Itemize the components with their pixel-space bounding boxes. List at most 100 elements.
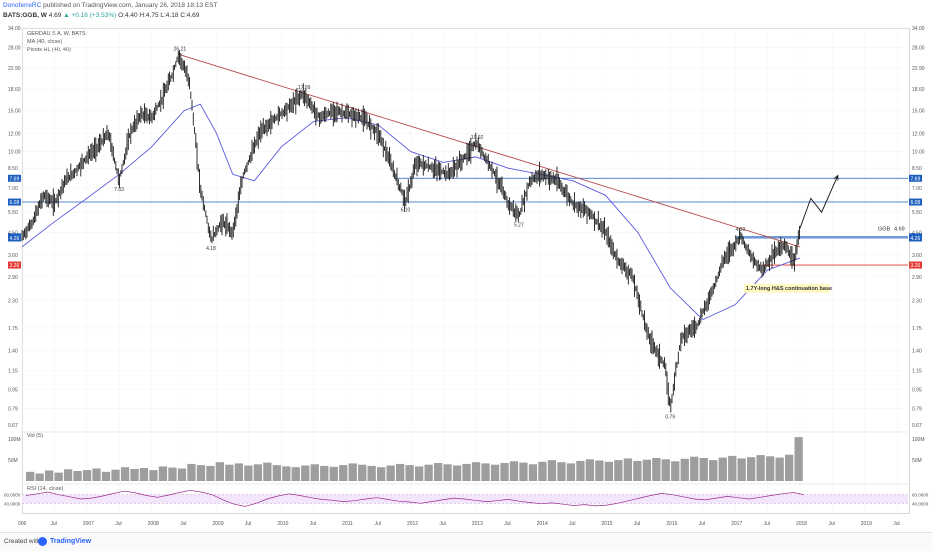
x-tick-label: 2016 — [666, 521, 677, 527]
level-tag-left-text: 3.26 — [10, 263, 20, 269]
volume-bar — [443, 464, 452, 481]
level-tag-right-text: 7.69 — [911, 176, 921, 182]
level-tag-right — [909, 174, 922, 182]
level-tag-left — [8, 261, 21, 269]
ma-legend: MA (40, close) — [27, 39, 63, 45]
volume-bar — [377, 467, 386, 481]
y-tick-left: 2.30 — [8, 298, 18, 304]
x-tick-label: 2014 — [537, 521, 548, 527]
y-tick-right: 22.90 — [912, 66, 925, 72]
pivot-label: 0.79 — [665, 414, 675, 420]
volume-bar — [111, 469, 120, 481]
x-tick-label: Jul — [764, 521, 770, 527]
volume-bar — [766, 456, 775, 481]
volume-bar — [490, 464, 500, 481]
x-tick-label: Jul — [569, 521, 575, 527]
volume-bar — [291, 467, 300, 481]
volume-bar — [149, 470, 158, 481]
rsi-line — [25, 489, 805, 507]
volume-bar — [120, 467, 130, 481]
y-tick-right: 0.79 — [912, 406, 922, 412]
pattern-annotation: 1.7Y-long H&S continuation base — [746, 286, 832, 292]
volume-bar — [557, 462, 566, 481]
pivot-label: 5.27 — [514, 222, 524, 228]
y-tick-left: 1.75 — [8, 326, 18, 332]
volume-bar — [547, 460, 557, 481]
y-tick-right: 3.60 — [912, 253, 922, 259]
y-tick-right: 8.50 — [912, 166, 922, 172]
volume-bar — [642, 459, 651, 481]
rsi-axis-label-right: 40.0000 — [912, 501, 929, 506]
volume-bar — [26, 471, 35, 481]
x-tick-label: Jul — [180, 521, 186, 527]
last-price: 4.69 — [48, 12, 62, 19]
x-tick-label: Jul — [50, 521, 56, 527]
ticker-name: GGB — [878, 226, 891, 232]
volume-bar — [282, 466, 291, 481]
tradingview-logo-icon — [38, 537, 47, 546]
x-tick-label: Jul — [310, 521, 316, 527]
level-tag-right-text: 3.26 — [911, 263, 921, 269]
publish-text: published on TradingView.com, January 26… — [43, 2, 218, 9]
author-link[interactable]: DonoferreRC — [3, 2, 42, 9]
x-tick-label: Jul — [699, 521, 705, 527]
y-tick-right: 1.75 — [912, 326, 922, 332]
descending-trendline — [178, 53, 801, 248]
symbol-label: BATS:GGB, W — [3, 12, 47, 19]
volume-bar — [358, 464, 367, 481]
volume-bar — [519, 462, 528, 481]
pivot-label: 4.39 — [736, 227, 746, 233]
y-tick-left: 8.50 — [8, 166, 18, 172]
tradingview-brand[interactable]: TradingView — [50, 538, 92, 545]
level-tag-left-text: 7.69 — [10, 176, 20, 182]
y-tick-right: 0.67 — [912, 423, 922, 429]
projection-path — [799, 175, 839, 229]
x-tick-label: 2008 — [148, 521, 159, 527]
annotation-background — [743, 283, 830, 293]
y-tick-left: 0.79 — [8, 406, 18, 412]
volume-bar — [699, 458, 708, 481]
y-tick-right: 7.00 — [912, 186, 922, 192]
volume-bar — [690, 456, 699, 481]
volume-bar — [82, 470, 92, 481]
y-tick-right: 5.50 — [912, 210, 922, 216]
y-tick-left: 12.00 — [8, 131, 21, 137]
volume-bar — [92, 468, 101, 481]
volume-bar — [244, 465, 253, 481]
y-tick-right: 28.00 — [912, 46, 925, 52]
volume-bar — [225, 464, 234, 481]
y-tick-left: 1.15 — [8, 368, 18, 374]
volume-bar — [310, 464, 319, 481]
y-tick-left: 7.00 — [8, 186, 18, 192]
volume-bar — [794, 437, 803, 481]
volume-bar — [462, 463, 471, 481]
volume-bar — [528, 464, 538, 481]
volume-bar — [775, 457, 784, 481]
created-with-label: Created with — [4, 538, 41, 545]
rsi-axis-label-right: 60.0000 — [912, 493, 929, 498]
symbol-info: BATS:GGB, W 4.69 ▲ +0.16 (+3.53%) O:4.40… — [3, 12, 199, 19]
y-tick-right: 0.95 — [912, 388, 922, 394]
series-name: GERDAU S A, W, BATS — [27, 31, 86, 37]
volume-bar — [101, 471, 111, 481]
x-tick-label: 2009 — [212, 521, 223, 527]
x-tick-label: 2013 — [472, 521, 483, 527]
y-tick-right: 1.40 — [912, 348, 922, 354]
volume-bar — [45, 470, 54, 481]
y-tick-right: 2.30 — [912, 298, 922, 304]
volume-bar — [329, 466, 338, 481]
volume-legend: Vol (5) — [27, 433, 43, 439]
ohlc-values: O:4.40 H:4.75 L:4.18 C:4.69 — [118, 12, 200, 19]
y-tick-left: 2.90 — [8, 275, 18, 281]
x-tick-label: 2010 — [277, 521, 288, 527]
volume-bar — [756, 455, 765, 481]
volume-bar — [500, 463, 509, 481]
rsi-axis-label-left: 40.0000 — [4, 501, 21, 506]
level-tag-right — [909, 198, 922, 206]
x-tick-label: Jul — [245, 521, 251, 527]
volume-bar — [623, 458, 632, 481]
y-tick-left: 0.95 — [8, 388, 18, 394]
volume-bar — [187, 463, 196, 481]
pivot-label: 6.10 — [401, 208, 411, 214]
